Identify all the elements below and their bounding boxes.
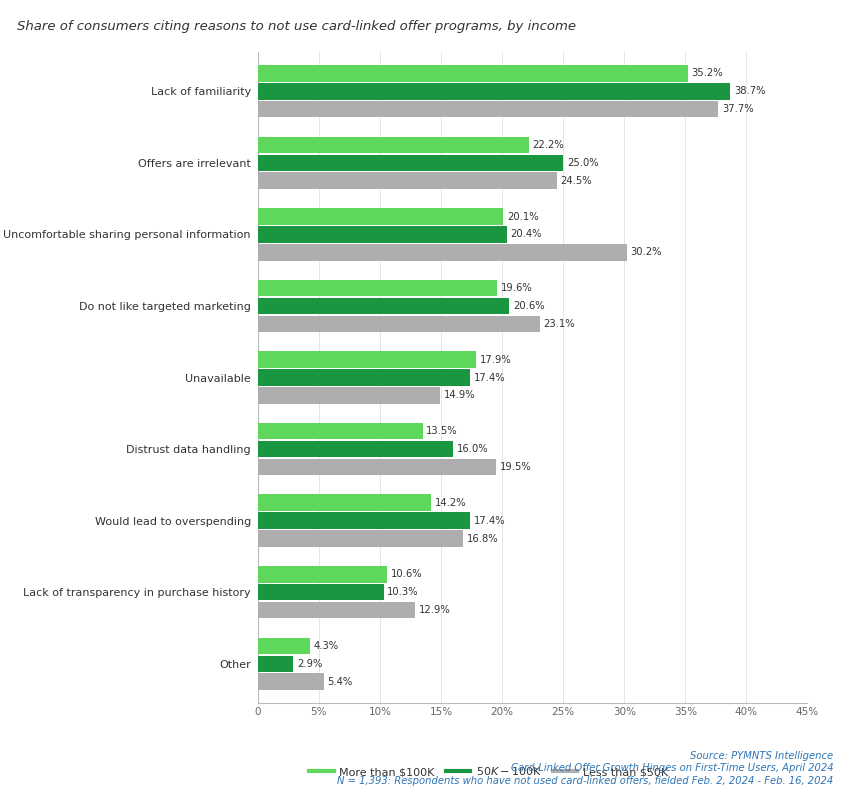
Bar <box>258 388 440 403</box>
Text: 12.9%: 12.9% <box>419 605 451 615</box>
Bar <box>258 459 496 475</box>
Bar <box>258 352 477 368</box>
Bar <box>258 441 454 457</box>
Text: 20.6%: 20.6% <box>513 301 545 311</box>
Bar <box>258 655 293 672</box>
Bar <box>258 531 463 547</box>
Text: 13.5%: 13.5% <box>426 426 458 436</box>
Text: 17.9%: 17.9% <box>480 355 512 364</box>
Bar <box>258 495 431 511</box>
Bar <box>258 316 540 332</box>
Bar <box>258 226 507 243</box>
Bar <box>258 602 415 618</box>
Bar <box>258 244 627 260</box>
Text: 5.4%: 5.4% <box>327 677 352 686</box>
Bar <box>258 638 310 654</box>
Text: 25.0%: 25.0% <box>567 158 599 168</box>
Text: 4.3%: 4.3% <box>314 641 339 651</box>
Bar <box>258 280 497 296</box>
Text: 19.6%: 19.6% <box>501 283 533 293</box>
Text: 37.7%: 37.7% <box>722 104 753 114</box>
Text: 20.4%: 20.4% <box>510 229 542 240</box>
Bar <box>258 584 383 601</box>
Text: 10.6%: 10.6% <box>391 570 423 579</box>
Text: 22.2%: 22.2% <box>533 140 564 150</box>
Text: 35.2%: 35.2% <box>691 69 723 78</box>
Bar <box>258 209 503 225</box>
Text: 16.8%: 16.8% <box>466 534 498 543</box>
Bar <box>258 101 718 117</box>
Text: 17.4%: 17.4% <box>474 515 506 526</box>
Bar <box>258 173 557 189</box>
Bar <box>258 674 324 690</box>
Text: 10.3%: 10.3% <box>387 587 418 597</box>
Text: 2.9%: 2.9% <box>297 658 322 669</box>
Text: 19.5%: 19.5% <box>500 462 532 472</box>
Text: Card-Linked Offer Growth Hinges on First-Time Users, April 2024: Card-Linked Offer Growth Hinges on First… <box>510 763 833 773</box>
Bar <box>258 298 509 314</box>
Text: 38.7%: 38.7% <box>734 86 765 97</box>
Text: 16.0%: 16.0% <box>457 444 489 454</box>
Bar <box>258 566 387 582</box>
Text: 20.1%: 20.1% <box>507 212 539 221</box>
Bar <box>258 137 529 153</box>
Bar <box>258 66 688 81</box>
Text: Share of consumers citing reasons to not use card-linked offer programs, by inco: Share of consumers citing reasons to not… <box>17 20 576 33</box>
Text: 17.4%: 17.4% <box>474 372 506 383</box>
Bar <box>258 512 470 529</box>
Legend: More than $100K, $50K-$100K, Less than $50K: More than $100K, $50K-$100K, Less than $… <box>305 761 673 781</box>
Bar <box>258 423 423 439</box>
Text: 24.5%: 24.5% <box>561 176 593 185</box>
Text: 14.2%: 14.2% <box>435 498 466 507</box>
Bar <box>258 369 470 386</box>
Text: Source: PYMNTS Intelligence: Source: PYMNTS Intelligence <box>690 750 833 761</box>
Text: 23.1%: 23.1% <box>544 319 576 329</box>
Text: 30.2%: 30.2% <box>631 248 661 257</box>
Text: 14.9%: 14.9% <box>443 391 475 400</box>
Bar <box>258 154 564 171</box>
Bar <box>258 83 730 100</box>
Text: N = 1,393: Respondents who have not used card-linked offers, fielded Feb. 2, 202: N = 1,393: Respondents who have not used… <box>337 776 833 786</box>
